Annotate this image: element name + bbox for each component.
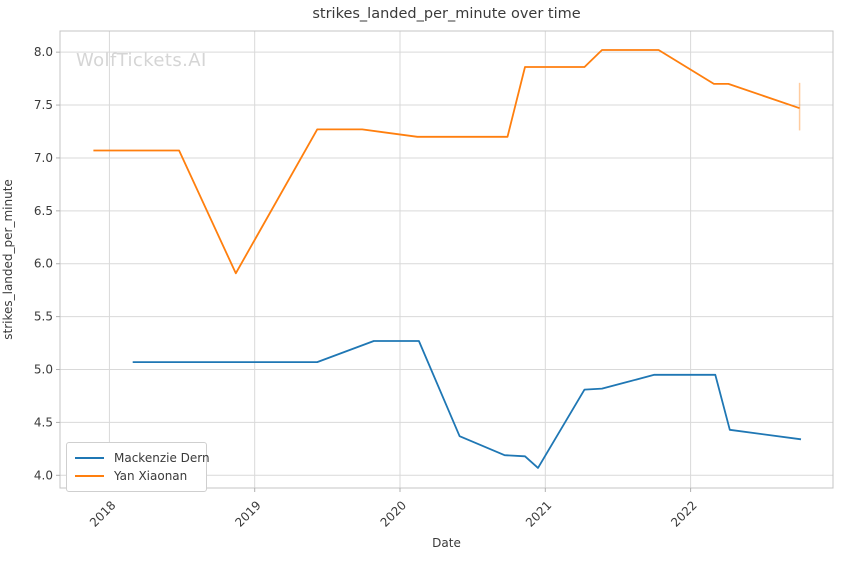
series-line-mackenzie-dern [132,340,802,469]
legend-item-mackenzie-dern: Mackenzie Dern [75,449,210,467]
y-tick-label: 4.0 [34,468,53,482]
y-axis-label: strikes_landed_per_minute [1,179,15,340]
x-tick-label: 2022 [668,498,699,529]
legend-swatch-mackenzie-dern [75,457,104,459]
y-tick-label: 8.0 [34,45,53,59]
plot-border [59,30,834,489]
x-tick-label: 2018 [87,498,118,529]
legend-item-yan-xiaonan: Yan Xiaonan [75,467,198,485]
y-tick-label: 6.5 [34,204,53,218]
y-tick-label: 5.0 [34,363,53,377]
legend-label-yan-xiaonan: Yan Xiaonan [114,469,188,483]
x-tick-label: 2020 [378,498,409,529]
legend-swatch-yan-xiaonan [75,475,104,477]
x-tick-label: 2021 [523,498,554,529]
y-tick-label: 7.5 [34,98,53,112]
y-tick-label: 5.5 [34,310,53,324]
legend: Mackenzie Dern Yan Xiaonan [66,442,210,492]
x-axis-label: Date [432,536,461,550]
x-tick-label: 2019 [232,498,263,529]
y-tick-label: 4.5 [34,415,53,429]
y-tick-label: 7.0 [34,151,53,165]
legend-label-mackenzie-dern: Mackenzie Dern [114,451,210,465]
watermark: WolfTickets.AI [76,50,207,71]
y-tick-label: 6.0 [34,257,53,271]
chart-title: strikes_landed_per_minute over time [312,6,581,22]
series-line-yan-xiaonan [93,49,800,275]
